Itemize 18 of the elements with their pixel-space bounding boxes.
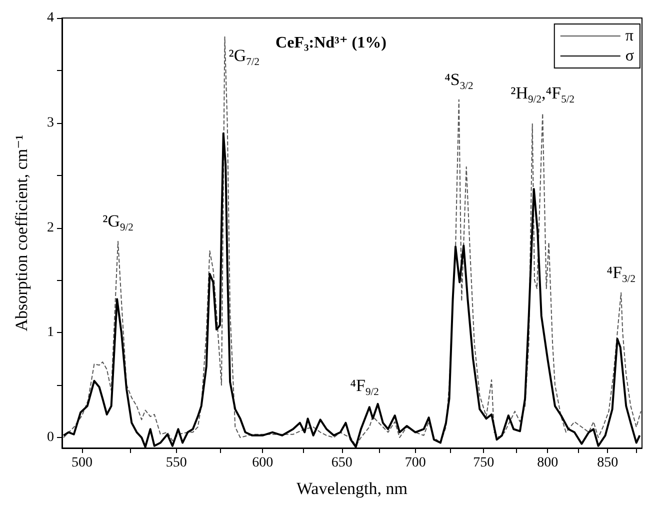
y-tick-label: 1 xyxy=(47,325,54,340)
x-tick-label: 550 xyxy=(166,456,187,470)
y-tick-label: 0 xyxy=(47,430,54,446)
y-tick-label: 2 xyxy=(47,220,54,236)
legend-label: σ xyxy=(625,48,634,64)
x-tick-label: 750 xyxy=(473,456,494,470)
x-tick-label: 850 xyxy=(597,456,618,470)
y-axis-title: Absorption coefficient, cm⁻¹ xyxy=(12,134,31,332)
legend-label: π xyxy=(625,28,634,44)
x-tick-label: 700 xyxy=(404,456,426,470)
x-tick-label: 650 xyxy=(331,456,352,470)
y-tick-label: 4 xyxy=(47,10,54,26)
text: CeF₃:Nd³⁺ (1%) xyxy=(276,34,386,52)
x-axis-title: Wavelength, nm xyxy=(296,479,408,498)
x-tick-label: 600 xyxy=(252,456,274,470)
x-tick-label: 800 xyxy=(537,456,558,470)
x-tick-label: 500 xyxy=(72,456,93,470)
y-tick-label: 3 xyxy=(47,115,54,130)
